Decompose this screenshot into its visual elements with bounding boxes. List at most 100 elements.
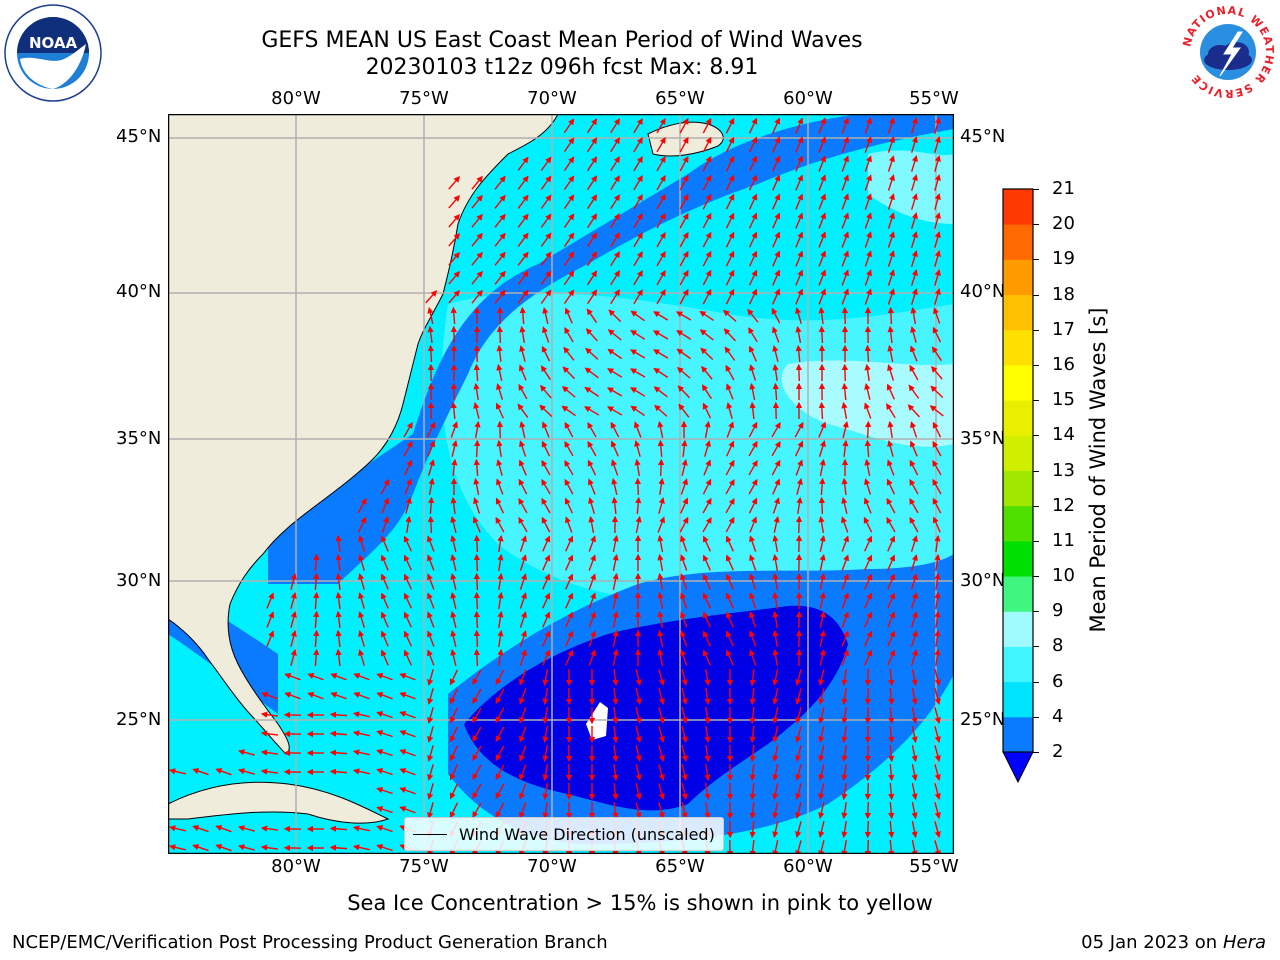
wind-wave-arrow [517, 213, 529, 228]
wind-wave-arrow [473, 458, 480, 477]
wind-wave-arrow [563, 175, 575, 190]
lat-label-right: 35°N [960, 428, 1006, 449]
wind-wave-arrow [910, 535, 918, 552]
wind-wave-arrow [494, 213, 506, 228]
wind-wave-arrow [772, 802, 779, 820]
wind-wave-arrow [587, 118, 598, 134]
wind-wave-arrow [540, 365, 551, 381]
wind-wave-arrow [679, 155, 689, 172]
wind-wave-arrow [676, 311, 692, 321]
wind-wave-arrow [472, 516, 481, 533]
wind-wave-arrow [794, 421, 804, 438]
wind-wave-arrow [818, 269, 827, 286]
wind-wave-arrow [929, 405, 944, 417]
wind-wave-arrow [772, 363, 779, 382]
wind-wave-arrow [795, 745, 802, 762]
wind-wave-arrow [329, 825, 348, 832]
wind-wave-arrow [449, 707, 459, 724]
wind-wave-arrow [376, 673, 393, 681]
wind-wave-arrow [450, 516, 457, 533]
wind-wave-arrow [657, 629, 664, 647]
wind-wave-arrow [795, 707, 802, 724]
wind-wave-arrow [427, 688, 434, 705]
wind-wave-arrow [497, 534, 504, 553]
wind-wave-arrow [290, 573, 297, 590]
wind-wave-arrow [725, 212, 735, 229]
wind-wave-arrow [772, 572, 779, 591]
wind-wave-arrow [496, 459, 503, 476]
wind-wave-arrow [748, 174, 758, 191]
wind-wave-arrow [864, 554, 873, 571]
wind-wave-arrow [725, 649, 734, 666]
wind-wave-arrow [403, 573, 413, 590]
wind-wave-arrow [519, 535, 527, 552]
wind-wave-arrow [749, 364, 757, 381]
colorbar-segment [1003, 611, 1033, 647]
wind-wave-arrow [427, 344, 434, 363]
wind-wave-arrow [496, 478, 504, 495]
wind-wave-arrow [426, 535, 435, 552]
wind-wave-arrow [886, 403, 896, 419]
colorbar-tick-label: 8 [1052, 635, 1064, 657]
wind-wave-arrow [335, 648, 342, 667]
wind-wave-arrow [841, 288, 849, 305]
colorbar-segment [1003, 540, 1033, 577]
wind-wave-arrow [450, 553, 457, 571]
lon-label-bottom: 55°W [909, 856, 959, 877]
lat-label-right: 45°N [960, 126, 1006, 147]
wind-wave-arrow [864, 269, 872, 286]
wind-wave-arrow [703, 440, 711, 457]
wind-wave-arrow [702, 535, 711, 552]
wind-wave-arrow [427, 515, 434, 534]
wind-wave-arrow [313, 610, 320, 629]
colorbar-tick-mark [1033, 364, 1039, 366]
wind-wave-arrow [681, 439, 688, 458]
wind-wave-arrow [376, 825, 393, 833]
wind-wave-arrow [932, 326, 942, 343]
colorbar-tick-label: 17 [1052, 318, 1075, 340]
wind-wave-arrow [657, 458, 665, 477]
wind-wave-arrow [910, 649, 918, 666]
wind-wave-arrow [403, 649, 413, 666]
wind-wave-arrow [565, 630, 574, 647]
lon-label-bottom: 75°W [399, 856, 449, 877]
wind-wave-arrow [472, 726, 482, 743]
wind-wave-arrow [910, 573, 918, 590]
wind-wave-arrow [563, 137, 575, 152]
wind-wave-arrow [841, 611, 849, 628]
wind-wave-arrow [888, 668, 895, 687]
wind-wave-arrow [749, 820, 756, 839]
wind-wave-arrow [679, 231, 689, 248]
wind-wave-arrow [748, 155, 758, 172]
wind-wave-arrow [701, 365, 713, 380]
wind-wave-arrow [215, 844, 232, 852]
wind-wave-arrow [749, 573, 757, 590]
lat-label-right: 30°N [960, 570, 1006, 591]
wind-wave-arrow [403, 535, 413, 552]
wind-wave-arrow [888, 744, 895, 763]
wind-wave-arrow [749, 592, 757, 609]
wind-wave-arrow [588, 630, 596, 647]
wind-wave-arrow [284, 673, 301, 681]
wind-wave-arrow [658, 764, 665, 781]
wind-wave-arrow [932, 516, 941, 533]
wind-wave-arrow [772, 745, 779, 763]
wind-wave-arrow [679, 516, 689, 533]
wind-wave-arrow [399, 730, 416, 738]
wind-wave-arrow [702, 573, 711, 590]
wind-wave-arrow [841, 782, 848, 801]
wind-wave-arrow [541, 497, 551, 514]
wind-wave-arrow [587, 289, 598, 305]
wind-wave-arrow [841, 193, 849, 210]
wind-wave-arrow [517, 156, 529, 171]
wind-wave-arrow [819, 610, 826, 628]
wind-wave-arrow [563, 289, 575, 304]
wind-wave-arrow [723, 309, 737, 322]
wind-wave-arrow [841, 363, 849, 382]
wind-wave-arrow [841, 497, 848, 514]
wind-wave-arrow [376, 787, 393, 795]
wind-wave-arrow [448, 175, 461, 190]
wind-wave-arrow [656, 250, 666, 267]
footer-branch: NCEP/EMC/Verification Post Processing Pr… [12, 932, 608, 953]
wind-wave-arrow [517, 175, 529, 190]
